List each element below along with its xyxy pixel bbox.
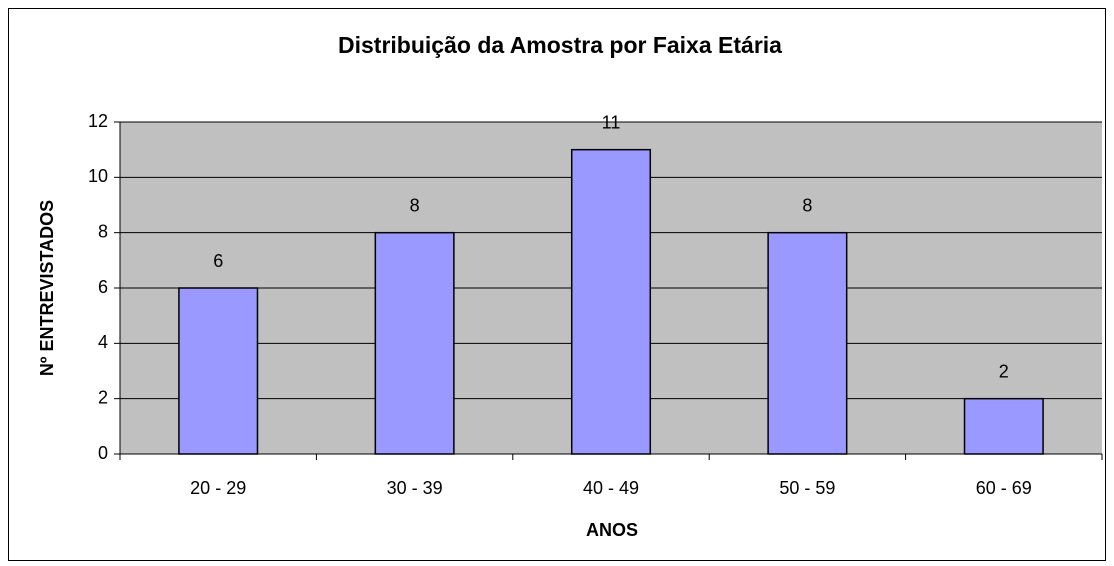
y-tick-label: 4 xyxy=(98,332,108,352)
y-tick-label: 8 xyxy=(98,221,108,241)
bar xyxy=(178,287,259,455)
bar xyxy=(963,397,1044,455)
y-tick-label: 2 xyxy=(98,387,108,407)
bar xyxy=(767,231,848,455)
data-label: 2 xyxy=(999,361,1009,381)
y-axis-label: Nº ENTREVISTADOS xyxy=(37,200,57,376)
bar xyxy=(374,231,455,455)
x-tick-label: 20 - 29 xyxy=(190,478,246,498)
y-tick-label: 10 xyxy=(88,166,108,186)
data-label: 11 xyxy=(602,112,621,132)
x-tick-label: 30 - 39 xyxy=(387,478,443,498)
chart-title: Distribuição da Amostra por Faixa Etária xyxy=(338,32,782,58)
y-tick-label: 6 xyxy=(98,277,108,297)
y-tick-label: 0 xyxy=(98,443,108,463)
x-tick-label: 50 - 59 xyxy=(779,478,835,498)
data-label: 8 xyxy=(802,195,812,215)
x-tick-label: 40 - 49 xyxy=(583,478,639,498)
y-tick-label: 12 xyxy=(88,111,108,131)
data-label: 6 xyxy=(213,251,223,271)
data-label: 8 xyxy=(410,195,420,215)
x-tick-label: 60 - 69 xyxy=(976,478,1032,498)
x-axis-label: ANOS xyxy=(586,520,638,540)
bar xyxy=(570,148,652,455)
